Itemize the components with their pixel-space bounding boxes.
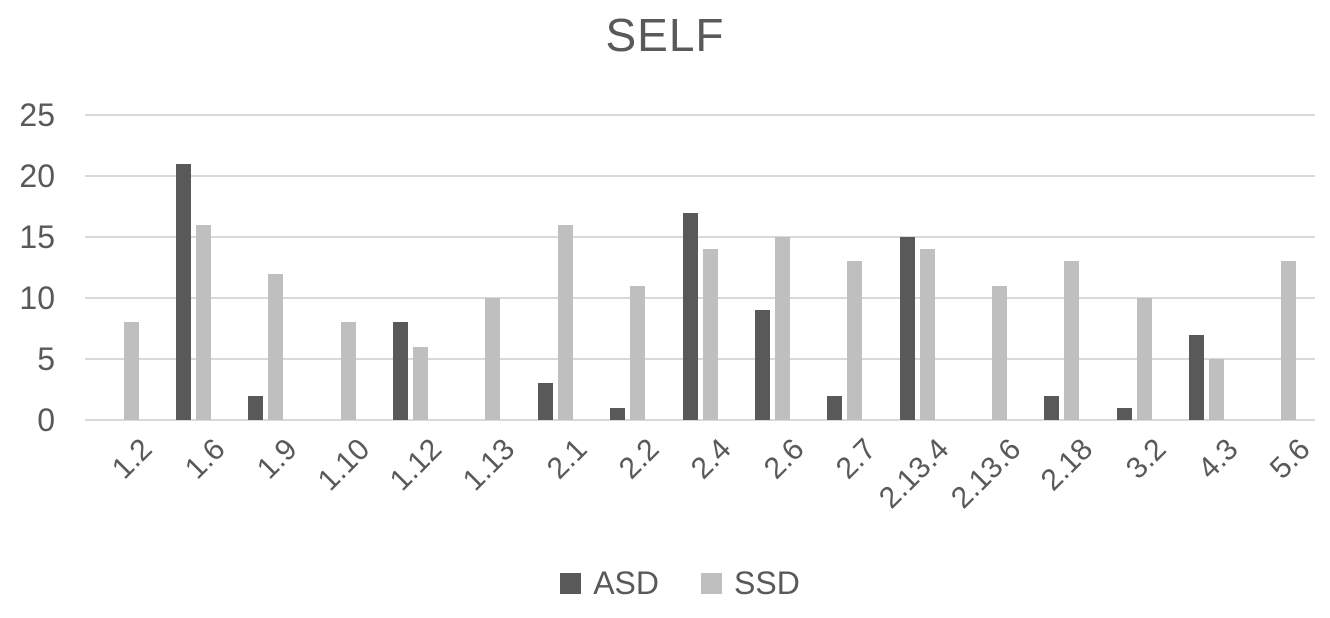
bar-ssd-2.2 xyxy=(630,286,646,420)
x-tick-label-2.2: 2.2 xyxy=(612,432,666,486)
x-tick-label-1.13: 1.13 xyxy=(456,432,521,498)
category-group-1.12: 1.12 xyxy=(374,115,449,497)
gridline-25 xyxy=(85,114,1315,116)
x-tick-label-1.12: 1.12 xyxy=(383,432,449,498)
category-group-2.2: 2.2 xyxy=(592,115,666,485)
category-group-2.7: 2.7 xyxy=(809,115,883,485)
legend-item-asd: ASD xyxy=(560,566,659,600)
category-group-1.9: 1.9 xyxy=(230,115,304,485)
x-tick-label-1.9: 1.9 xyxy=(250,432,304,486)
category-group-2.18: 2.18 xyxy=(1026,115,1100,497)
bar-ssd-4.3 xyxy=(1209,359,1225,420)
bar-ssd-1.9 xyxy=(268,274,284,420)
y-tick-label-25: 25 xyxy=(19,97,55,133)
bar-ssd-2.18 xyxy=(1064,261,1080,420)
bar-asd-3.2 xyxy=(1116,408,1132,420)
gridline-10 xyxy=(85,297,1315,299)
bar-ssd-2.13.6 xyxy=(991,286,1007,420)
bar-asd-2.7 xyxy=(827,396,843,420)
x-tick-label-2.13.6: 2.13.6 xyxy=(945,432,1028,515)
y-tick-label-15: 15 xyxy=(19,219,55,255)
bar-ssd-1.6 xyxy=(196,225,212,420)
bar-asd-4.3 xyxy=(1189,335,1205,420)
y-tick-label-5: 5 xyxy=(37,341,55,377)
x-tick-label-1.2: 1.2 xyxy=(106,432,160,486)
y-tick-label-20: 20 xyxy=(19,158,55,194)
bar-asd-2.13.4 xyxy=(899,237,915,420)
gridline-5 xyxy=(85,358,1315,360)
category-group-1.13: 1.13 xyxy=(447,115,521,497)
category-group-4.3: 4.3 xyxy=(1170,115,1244,485)
legend-item-ssd: SSD xyxy=(701,566,800,600)
x-tick-label-2.13.4: 2.13.4 xyxy=(872,432,956,515)
bar-ssd-2.4 xyxy=(702,249,718,420)
bar-ssd-2.6 xyxy=(774,237,790,420)
x-tick-label-4.3: 4.3 xyxy=(1191,432,1245,486)
chart-title: SELF xyxy=(605,9,725,61)
bar-asd-2.1 xyxy=(537,383,553,420)
category-group-3.2: 3.2 xyxy=(1098,115,1172,485)
y-axis: 0 5 10 15 20 25 xyxy=(0,99,55,436)
x-tick-label-2.7: 2.7 xyxy=(829,432,883,486)
legend-label-ssd: SSD xyxy=(734,565,800,601)
category-group-1.10: 1.10 xyxy=(302,115,376,497)
x-tick-label-2.4: 2.4 xyxy=(685,432,738,486)
x-tick-label-2.18: 2.18 xyxy=(1035,432,1100,498)
bar-groups: 1.2 1.6 1.9 1.10 1.12 1.13 2.1 2.2 2.4 2.6 2.7 2.13… xyxy=(85,115,1317,515)
bar-ssd-1.2 xyxy=(123,322,139,420)
gridline-20 xyxy=(85,175,1315,177)
ssd-swatch-icon xyxy=(701,572,722,594)
category-group-1.6: 1.6 xyxy=(157,115,231,485)
bar-ssd-2.7 xyxy=(847,261,863,420)
x-tick-label-1.6: 1.6 xyxy=(178,432,232,486)
bar-asd-1.6 xyxy=(176,164,192,420)
bar-asd-2.2 xyxy=(610,408,626,420)
y-tick-label-0: 0 xyxy=(37,402,55,438)
bar-ssd-1.12 xyxy=(413,347,429,420)
bar-ssd-2.1 xyxy=(557,225,573,420)
bar-ssd-2.13.4 xyxy=(919,249,935,420)
bar-ssd-1.10 xyxy=(340,322,356,420)
x-tick-label-2.1: 2.1 xyxy=(540,432,594,486)
plot-area: 1.2 1.6 1.9 1.10 1.12 1.13 2.1 2.2 2.4 2.6 2.7 2.13… xyxy=(85,114,1317,515)
bar-ssd-3.2 xyxy=(1136,298,1152,420)
legend: ASD SSD xyxy=(0,566,1330,600)
legend-label-asd: ASD xyxy=(593,565,659,601)
x-tick-label-5.6: 5.6 xyxy=(1264,432,1317,486)
category-group-2.13.4: 2.13.4 xyxy=(873,115,955,515)
gridline-15 xyxy=(85,236,1315,238)
gridline-0 xyxy=(85,419,1315,421)
category-group-1.2: 1.2 xyxy=(85,115,159,485)
bar-asd-2.4 xyxy=(682,213,698,420)
bar-asd-1.9 xyxy=(248,396,264,420)
bar-ssd-1.13 xyxy=(485,298,501,420)
x-tick-label-3.2: 3.2 xyxy=(1119,432,1173,486)
x-tick-label-1.10: 1.10 xyxy=(311,432,377,498)
bar-ssd-5.6 xyxy=(1281,261,1297,420)
bar-asd-2.6 xyxy=(754,310,770,420)
category-group-2.13.6: 2.13.6 xyxy=(945,115,1027,515)
bar-asd-2.18 xyxy=(1044,396,1060,420)
y-tick-label-10: 10 xyxy=(19,280,55,316)
category-group-5.6: 5.6 xyxy=(1243,115,1317,485)
category-group-2.6: 2.6 xyxy=(736,115,810,485)
asd-swatch-icon xyxy=(560,572,582,594)
category-group-2.1: 2.1 xyxy=(519,115,593,485)
x-tick-label-2.6: 2.6 xyxy=(757,432,811,486)
bar-asd-1.12 xyxy=(393,322,409,420)
category-group-2.4: 2.4 xyxy=(664,115,738,485)
